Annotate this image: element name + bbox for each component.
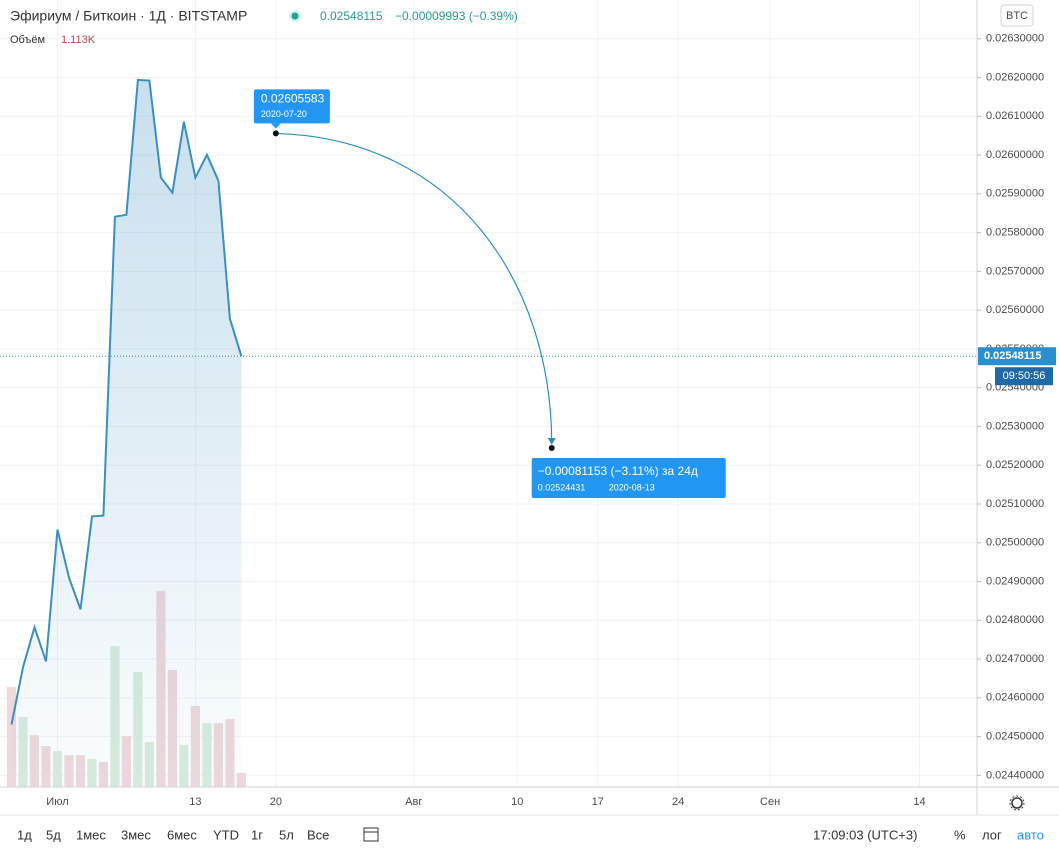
log-button[interactable]: лог [982,827,1002,842]
auto-button[interactable]: авто [1017,827,1044,842]
y-tick-label: 0.02520000 [986,459,1044,471]
measure-end [548,445,555,452]
y-tick-label: 0.02630000 [986,33,1044,45]
x-tick-label: 14 [913,796,925,808]
date-range-icon[interactable] [363,827,379,842]
volume-title: Объём [10,34,45,46]
measure-arc [275,132,553,445]
y-tick-label: 0.02450000 [986,731,1044,743]
range-button[interactable]: YTD [213,827,239,842]
y-tick-label: 0.02510000 [986,498,1044,510]
currency-button[interactable] [1000,4,1034,27]
range-button[interactable]: 6мес [167,827,197,842]
measure-text: −0.00081153 (−3.11%) за 24д [538,464,698,478]
y-tick-label: 0.02620000 [986,71,1044,83]
measure-start [272,130,279,137]
y-tick-label: 0.02610000 [986,110,1044,122]
end-box [531,458,726,499]
y-tick-label: 0.02480000 [986,614,1044,626]
end-date: 2020-08-13 [609,482,655,492]
y-tick-label: 0.02560000 [986,304,1044,316]
measure-arrow [547,438,556,446]
last-price-box [978,347,1056,366]
range-button[interactable]: 1мес [76,827,106,842]
x-tick-label: 13 [189,796,201,808]
range-button[interactable]: 3мес [121,827,151,842]
range-button[interactable]: Все [307,827,329,842]
start-pointer [270,123,281,129]
time-box [995,367,1053,386]
price-line [10,78,243,725]
y-tick-label: 0.02530000 [986,420,1044,432]
volume-value: 1.113K [61,34,96,46]
x-tick-label: 10 [511,796,523,808]
range-button[interactable]: 1д [17,827,32,842]
status-dot [291,12,299,20]
y-tick-label: 0.02590000 [986,188,1044,200]
start-date: 2020-07-20 [261,109,307,119]
percent-button[interactable]: % [954,827,966,842]
range-button[interactable]: 5л [279,827,294,842]
y-tick-label: 0.02580000 [986,227,1044,239]
start-price: 0.02605583 [261,92,325,106]
last-price: 0.02548115 [320,9,383,23]
x-tick-label: 24 [672,796,684,808]
volume-bar [6,687,17,787]
range-button[interactable]: 1г [251,827,263,842]
x-tick-label: Сен [760,796,780,808]
y-tick-label: 0.02440000 [986,769,1044,781]
price-change: −0.00009993 (−0.39%) [395,9,518,23]
clock: 17:09:03 (UTC+3) [813,827,917,842]
chart-title: Эфириум / Биткоин · 1Д · BITSTAMP [10,8,247,24]
currency: BTC [1006,10,1028,22]
x-tick-label: 17 [592,796,604,808]
area-fill [11,79,242,787]
last-price-label: 0.02548115 [984,350,1042,362]
y-tick-label: 0.02490000 [986,575,1044,587]
y-tick-label: 0.02460000 [986,692,1044,704]
y-tick-label: 0.02570000 [986,265,1044,277]
y-tick-label: 0.02470000 [986,653,1044,665]
time-label: 09:50:56 [1003,370,1046,382]
y-tick-label: 0.02500000 [986,537,1044,549]
start-box [253,89,330,124]
x-tick-label: Авг [405,796,422,808]
y-tick-label: 0.02600000 [986,149,1044,161]
range-button[interactable]: 5д [46,827,61,842]
x-tick-label: 20 [270,796,282,808]
end-price: 0.02524431 [538,482,586,492]
settings-icon[interactable] [1009,795,1025,811]
x-tick-label: Июл [46,796,68,808]
